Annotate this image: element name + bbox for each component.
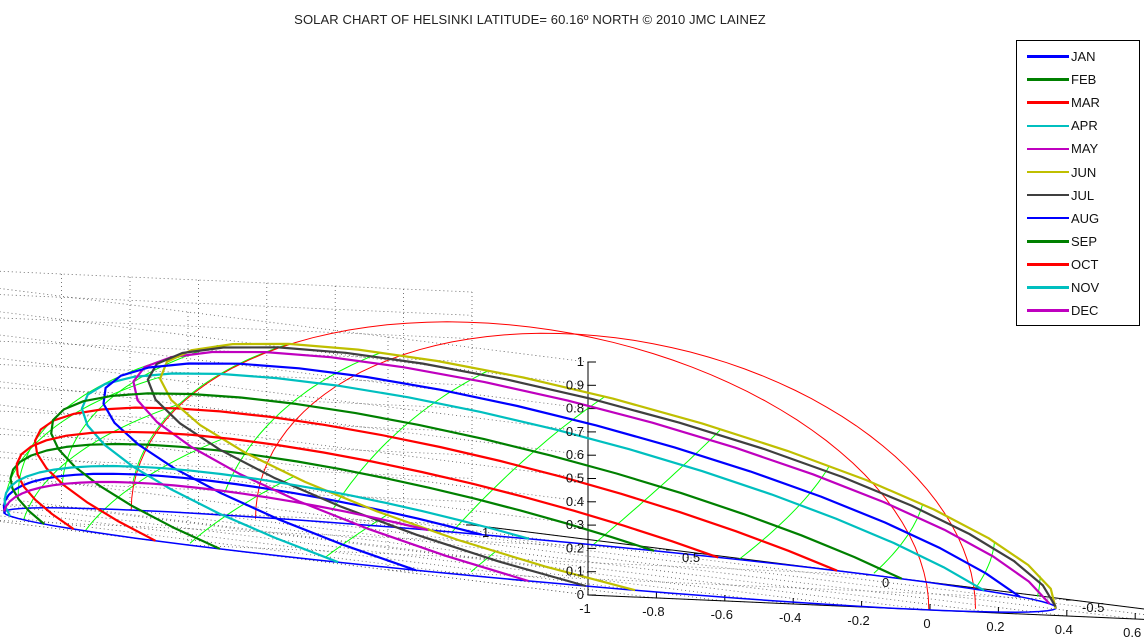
month-curves — [2, 342, 1057, 609]
z-tick-label: 0.1 — [566, 564, 584, 579]
legend-label: JUN — [1071, 164, 1097, 180]
chart-title: SOLAR CHART OF HELSINKI LATITUDE= 60.16º… — [294, 12, 766, 27]
legend-swatch — [1027, 286, 1069, 289]
x-tick-label: 0.4 — [1055, 622, 1073, 637]
grid-back-z — [0, 294, 473, 316]
legend-item-jan: JAN — [1017, 45, 1139, 68]
x-tick-label: 0.2 — [986, 619, 1004, 634]
z-tick-label: 0 — [577, 587, 584, 602]
tick-labels: 0 0.1 0.2 0.3 0.4 0.5 0.6 0.7 0.8 0.9 1 -1 -0.8 -0.6 -… — [482, 354, 1141, 640]
z-tick-label: 0.5 — [566, 471, 584, 486]
legend-item-mar: MAR — [1017, 91, 1139, 114]
legend-item-oct: OCT — [1017, 253, 1139, 276]
grid-floor-y — [387, 569, 1073, 601]
hour-line — [470, 551, 496, 573]
hour-line — [189, 476, 294, 544]
x-tick-label: -1 — [579, 601, 591, 616]
legend-label: NOV — [1071, 279, 1100, 295]
series-line-feb — [9, 442, 655, 552]
y-tick-label: 0 — [882, 575, 889, 590]
hour-line — [325, 514, 387, 558]
x-tick-label: -0.2 — [847, 613, 869, 628]
legend-label: MAR — [1071, 95, 1100, 111]
z-tick-label: 0.8 — [566, 401, 584, 416]
legend: JAN FEB MAR APR MAY JUN JUL AUG SEP OCT NOV DEC — [1016, 40, 1140, 326]
legend-label: FEB — [1071, 72, 1097, 88]
legend-swatch — [1027, 124, 1069, 128]
legend-item-sep: SEP — [1017, 230, 1139, 253]
z-tick-label: 0.2 — [566, 540, 584, 555]
z-tick-label: 0.6 — [566, 447, 584, 462]
grid-side-z — [0, 288, 589, 363]
hour-lines — [3, 343, 1041, 597]
legend-swatch — [1027, 263, 1069, 266]
series-line-nov — [3, 464, 530, 540]
legend-item-apr: APR — [1017, 114, 1139, 137]
prime-vertical-arc — [255, 332, 976, 609]
legend-swatch — [1027, 147, 1069, 151]
hour-line — [3, 376, 160, 512]
series-line-oct — [15, 430, 719, 559]
series-line-jun — [159, 342, 1057, 609]
legend-swatch — [1027, 55, 1069, 58]
hour-line — [873, 504, 924, 574]
x-tick-label: -0.6 — [711, 607, 733, 622]
x-tick-label: 0.6 — [1123, 625, 1141, 640]
z-tick-label: 1 — [577, 354, 584, 369]
hour-line — [738, 465, 830, 560]
z-tick-label: 0.4 — [566, 494, 584, 509]
z-tick-label: 0.9 — [566, 377, 584, 392]
legend-label: MAY — [1071, 141, 1099, 157]
legend-swatch — [1027, 170, 1069, 174]
legend-swatch — [1027, 240, 1069, 243]
hour-line — [331, 370, 490, 512]
x-tick-label: -0.8 — [642, 604, 664, 619]
y-tick-label: 1 — [482, 525, 489, 540]
legend-label: JUL — [1071, 187, 1095, 203]
grid-floor-x — [335, 518, 1136, 620]
legend-label: SEP — [1071, 233, 1098, 249]
horizon-circle — [3, 507, 1057, 613]
legend-item-dec: DEC — [1017, 299, 1139, 322]
hour-line — [452, 396, 605, 532]
legend-item-feb: FEB — [1017, 68, 1139, 91]
legend-label: DEC — [1071, 303, 1099, 319]
grid-back-z — [0, 270, 473, 293]
y-tick-label: 0.5 — [682, 550, 700, 565]
hour-line — [132, 343, 289, 485]
hour-line — [61, 344, 219, 486]
legend-label: OCT — [1071, 256, 1099, 272]
legend-swatch — [1027, 78, 1069, 81]
hour-line — [224, 352, 382, 494]
z-tick-label: 0.3 — [566, 517, 584, 532]
x-tick-label: 0 — [923, 616, 930, 631]
legend-label: APR — [1071, 118, 1098, 134]
meridian-arc — [130, 321, 930, 610]
legend-item-jul: JUL — [1017, 184, 1139, 207]
legend-item-nov: NOV — [1017, 276, 1139, 299]
x-tick-label: -0.4 — [779, 610, 801, 625]
legend-swatch — [1027, 193, 1069, 197]
legend-swatch — [1027, 216, 1069, 220]
legend-item-may: MAY — [1017, 137, 1139, 160]
series-line-may — [132, 350, 1051, 605]
legend-swatch — [1027, 309, 1069, 312]
grid-side-z — [0, 381, 589, 456]
series-line-dec — [3, 480, 428, 532]
legend-label: AUG — [1071, 210, 1100, 226]
series-line-jul — [146, 346, 1057, 608]
legend-swatch — [1027, 101, 1069, 104]
y-tick-label: -0.5 — [1082, 600, 1104, 615]
legend-label: JAN — [1071, 49, 1096, 65]
z-tick-label: 0.7 — [566, 424, 584, 439]
series-line-mar — [34, 406, 838, 572]
grid-floor-x — [198, 512, 999, 614]
legend-item-jun: JUN — [1017, 160, 1139, 183]
legend-item-aug: AUG — [1017, 207, 1139, 230]
